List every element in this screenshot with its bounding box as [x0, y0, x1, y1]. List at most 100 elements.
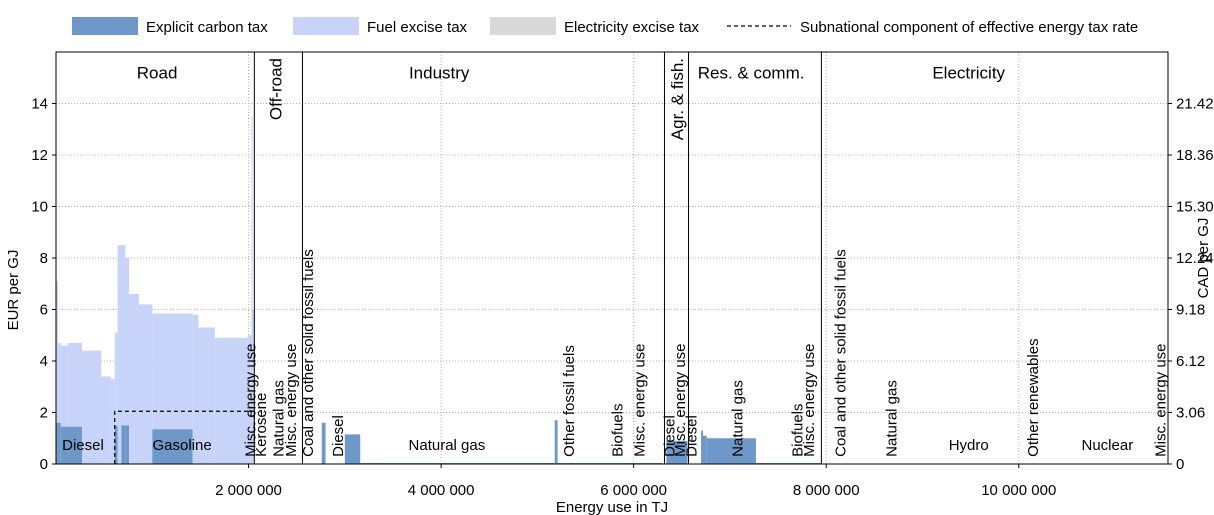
y-tick-label: 2: [40, 405, 48, 422]
fuel-excise-bar: [192, 314, 199, 464]
fuel-label: Coal and other solid fossil fuels: [300, 249, 317, 457]
y-tick-label: 10: [31, 199, 48, 216]
sector-label: Road: [137, 64, 178, 83]
fuel-label: Biofuels: [789, 403, 806, 456]
fuel-label: Hydro: [949, 437, 989, 454]
y-tick-label: 12: [31, 147, 48, 164]
fuel-label: Misc. energy use: [242, 343, 259, 456]
fuel-excise-bar: [214, 337, 248, 464]
legend: Explicit carbon tax Fuel excise tax Elec…: [72, 17, 1138, 36]
y-tick-label: 4: [40, 353, 48, 370]
fuel-label: Kerosene: [253, 393, 270, 457]
fuel-excise-bar: [67, 342, 82, 427]
carbon-tax-bar: [125, 425, 130, 464]
carbon-tax-bar: [360, 462, 555, 464]
fuel-excise-bar: [198, 327, 215, 464]
fuel-excise-bar: [101, 376, 111, 464]
legend-label-electricity-excise-tax: Electricity excise tax: [564, 19, 700, 36]
y-tick-label-right: 12.24: [1176, 250, 1214, 267]
fuel-excise-bar: [117, 245, 122, 464]
carbon-tax-bar: [344, 434, 361, 464]
carbon-tax-bar: [60, 426, 68, 464]
x-tick-label: 6 000 000: [600, 482, 667, 499]
fuel-excise-bar: [114, 332, 118, 426]
carbon-tax-bar: [557, 462, 663, 464]
fuel-label: Misc. energy use: [631, 343, 648, 456]
fuel-excise-bar: [125, 258, 130, 426]
legend-swatch-fuel-excise-tax: [293, 17, 359, 35]
carbon-tax-bar: [706, 438, 756, 464]
fuel-excise-bar: [247, 335, 252, 464]
sector-label: Electricity: [932, 64, 1005, 83]
carbon-tax-bar: [702, 435, 707, 464]
fuel-excise-bar: [56, 281, 58, 423]
fuel-excise-bar: [129, 294, 139, 464]
sector-label: Res. & comm.: [698, 64, 805, 83]
y-tick-label-right: 15.30: [1176, 199, 1214, 216]
carbon-tax-bar: [554, 420, 558, 464]
fuel-excise-bar: [60, 345, 68, 427]
sector-label: Off-road: [267, 58, 286, 120]
fuel-excise-bar: [57, 342, 61, 423]
gridlines: [56, 52, 1168, 464]
fuel-excise-bar: [252, 309, 255, 464]
fuel-label: Diesel: [330, 415, 347, 457]
fuel-label: Other renewables: [1025, 338, 1042, 456]
fuel-label: Biofuels: [609, 403, 626, 456]
carbon-tax-bar: [121, 425, 126, 464]
y-tick-label-right: 0: [1176, 456, 1184, 473]
fuel-label: Natural gas: [884, 380, 901, 457]
y-axis-title-right: CAD per GJ: [1195, 218, 1212, 299]
legend-label-fuel-excise-tax: Fuel excise tax: [367, 19, 468, 36]
carbon-tax-bar: [67, 426, 82, 464]
fuel-label: Diesel: [661, 415, 678, 457]
carbon-tax-bar: [114, 425, 118, 464]
fuel-excise-bar: [121, 245, 126, 426]
carbon-tax-bar: [57, 422, 61, 464]
y-tick-label: 8: [40, 250, 48, 267]
y-axis-title: EUR per GJ: [5, 250, 22, 331]
carbon-tax-bar: [321, 422, 326, 464]
fuel-label: Gasoline: [153, 437, 212, 454]
legend-label-explicit-carbon-tax: Explicit carbon tax: [146, 19, 268, 36]
fuel-label: Natural gas: [270, 380, 287, 457]
fuel-label: Natural gas: [409, 437, 486, 454]
y-tick-label-right: 3.06: [1176, 405, 1205, 422]
sector-dividers: Road Off-road Industry Agr. & fish. Res. & c…: [137, 52, 1006, 464]
y-tick-label: 0: [40, 456, 48, 473]
fuel-label: Misc. energy use: [283, 343, 300, 456]
fuel-excise-bar: [110, 379, 115, 464]
legend-swatch-explicit-carbon-tax: [72, 17, 138, 35]
y-tick-label: 14: [31, 96, 48, 113]
fuel-excise-bar: [81, 350, 102, 464]
fuel-label: Misc. energy use: [672, 343, 689, 456]
fuel-label: Diesel: [683, 415, 700, 457]
fuel-label: Natural gas: [730, 380, 747, 457]
fuel-excise-bar: [152, 313, 193, 430]
y-tick-label-right: 9.18: [1176, 302, 1205, 319]
x-tick-label: 2 000 000: [215, 482, 282, 499]
x-axis-title: Energy use in TJ: [556, 499, 668, 515]
axes: 0 0 2 3.06 4 6.12 6 9.18 8 12.24 10 15.30 12 18.36 14 2…: [31, 96, 1213, 500]
carbon-tax-bar: [701, 430, 703, 464]
sector-label: Agr. & fish.: [668, 58, 687, 140]
carbon-tax-bar: [755, 462, 822, 464]
y-tick-label-right: 6.12: [1176, 353, 1205, 370]
fuel-label: Coal and other solid fossil fuels: [833, 249, 850, 457]
fuel-label: Misc. energy use: [1152, 343, 1169, 456]
fuel-excise-bar: [138, 304, 153, 464]
x-tick-label: 4 000 000: [408, 482, 475, 499]
y-tick-label-right: 18.36: [1176, 147, 1214, 164]
fuel-excise-bar: [251, 116, 253, 464]
tax-rate-bars: [56, 116, 822, 464]
x-tick-label: 10 000 000: [981, 482, 1056, 499]
y-tick-label: 6: [40, 302, 48, 319]
fuel-label: Diesel: [62, 437, 104, 454]
y-tick-label-right: 21.42: [1176, 96, 1214, 113]
fuel-label: Misc. energy use: [801, 343, 818, 456]
fuel-label: Nuclear: [1082, 437, 1134, 454]
carbon-tax-bar: [56, 422, 58, 464]
legend-label-subnational: Subnational component of effective energ…: [800, 19, 1138, 36]
